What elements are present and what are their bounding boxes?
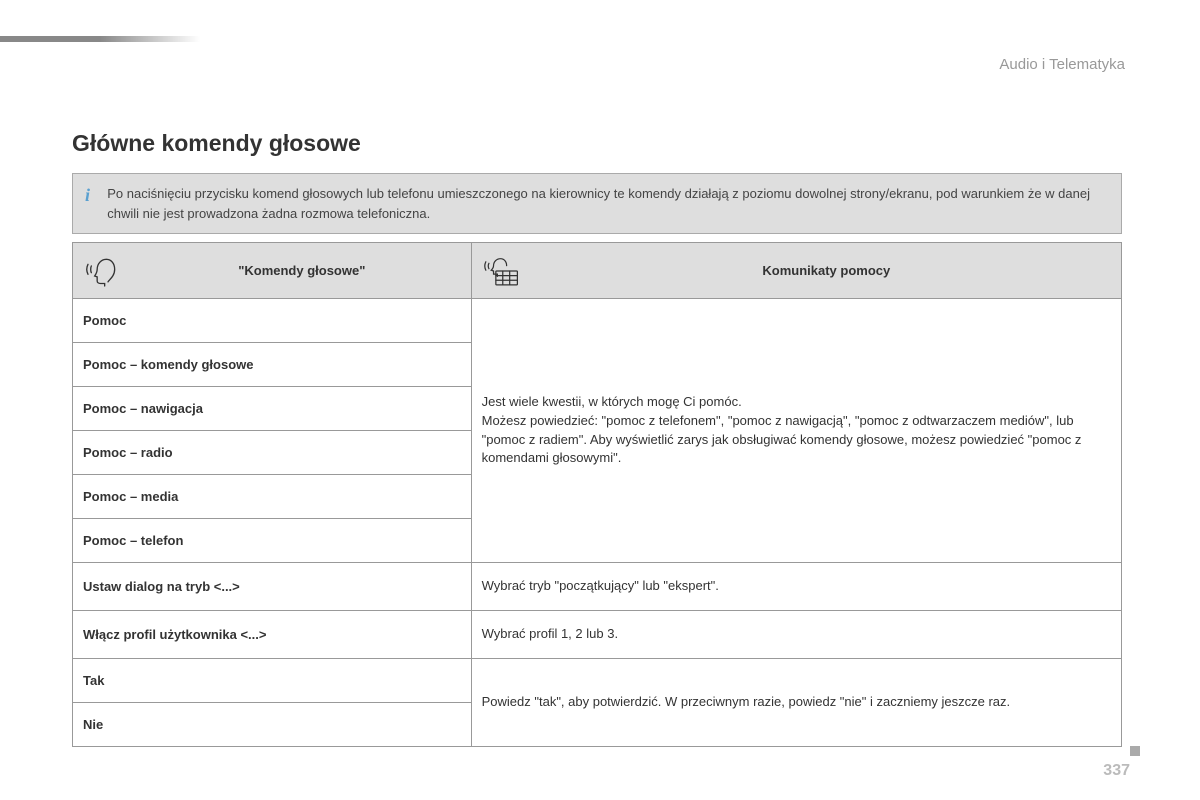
command-cell: Tak (73, 658, 472, 702)
table-row: Włącz profil użytkownika <...>Wybrać pro… (73, 610, 1122, 658)
header-right-label: Komunikaty pomocy (762, 263, 890, 278)
help-cell: Powiedz "tak", aby potwierdzić. W przeci… (471, 658, 1121, 746)
top-gradient-bar (0, 36, 200, 42)
command-cell: Pomoc – telefon (73, 519, 472, 563)
command-cell: Pomoc – media (73, 475, 472, 519)
command-cell: Pomoc – radio (73, 431, 472, 475)
corner-square (1130, 746, 1140, 756)
command-cell: Włącz profil użytkownika <...> (73, 610, 472, 658)
command-cell: Nie (73, 702, 472, 746)
command-cell: Pomoc – komendy głosowe (73, 343, 472, 387)
page-title: Główne komendy głosowe (72, 130, 1122, 157)
page-number: 337 (1103, 762, 1130, 780)
voice-screen-icon (482, 253, 522, 289)
header-voice-commands: "Komendy głosowe" (73, 243, 472, 299)
page-content: Główne komendy głosowe i Po naciśnięciu … (72, 130, 1122, 747)
command-cell: Ustaw dialog na tryb <...> (73, 563, 472, 611)
help-cell: Jest wiele kwestii, w których mogę Ci po… (471, 299, 1121, 563)
section-label: Audio i Telematyka (999, 56, 1125, 73)
commands-table: "Komendy głosowe" (72, 242, 1122, 747)
table-header-row: "Komendy głosowe" (73, 243, 1122, 299)
table-row: TakPowiedz "tak", aby potwierdzić. W prz… (73, 658, 1122, 702)
help-cell: Wybrać profil 1, 2 lub 3. (471, 610, 1121, 658)
table-row: PomocJest wiele kwestii, w których mogę … (73, 299, 1122, 343)
header-help-messages: Komunikaty pomocy (471, 243, 1121, 299)
command-cell: Pomoc (73, 299, 472, 343)
table-body: PomocJest wiele kwestii, w których mogę … (73, 299, 1122, 747)
info-text: Po naciśnięciu przycisku komend głosowyc… (107, 184, 1109, 223)
voice-head-icon (83, 253, 123, 289)
header-left-label: "Komendy głosowe" (238, 263, 365, 278)
help-cell: Wybrać tryb "początkujący" lub "ekspert"… (471, 563, 1121, 611)
table-row: Ustaw dialog na tryb <...>Wybrać tryb "p… (73, 563, 1122, 611)
info-box: i Po naciśnięciu przycisku komend głosow… (72, 173, 1122, 234)
command-cell: Pomoc – nawigacja (73, 387, 472, 431)
info-icon: i (85, 186, 97, 204)
